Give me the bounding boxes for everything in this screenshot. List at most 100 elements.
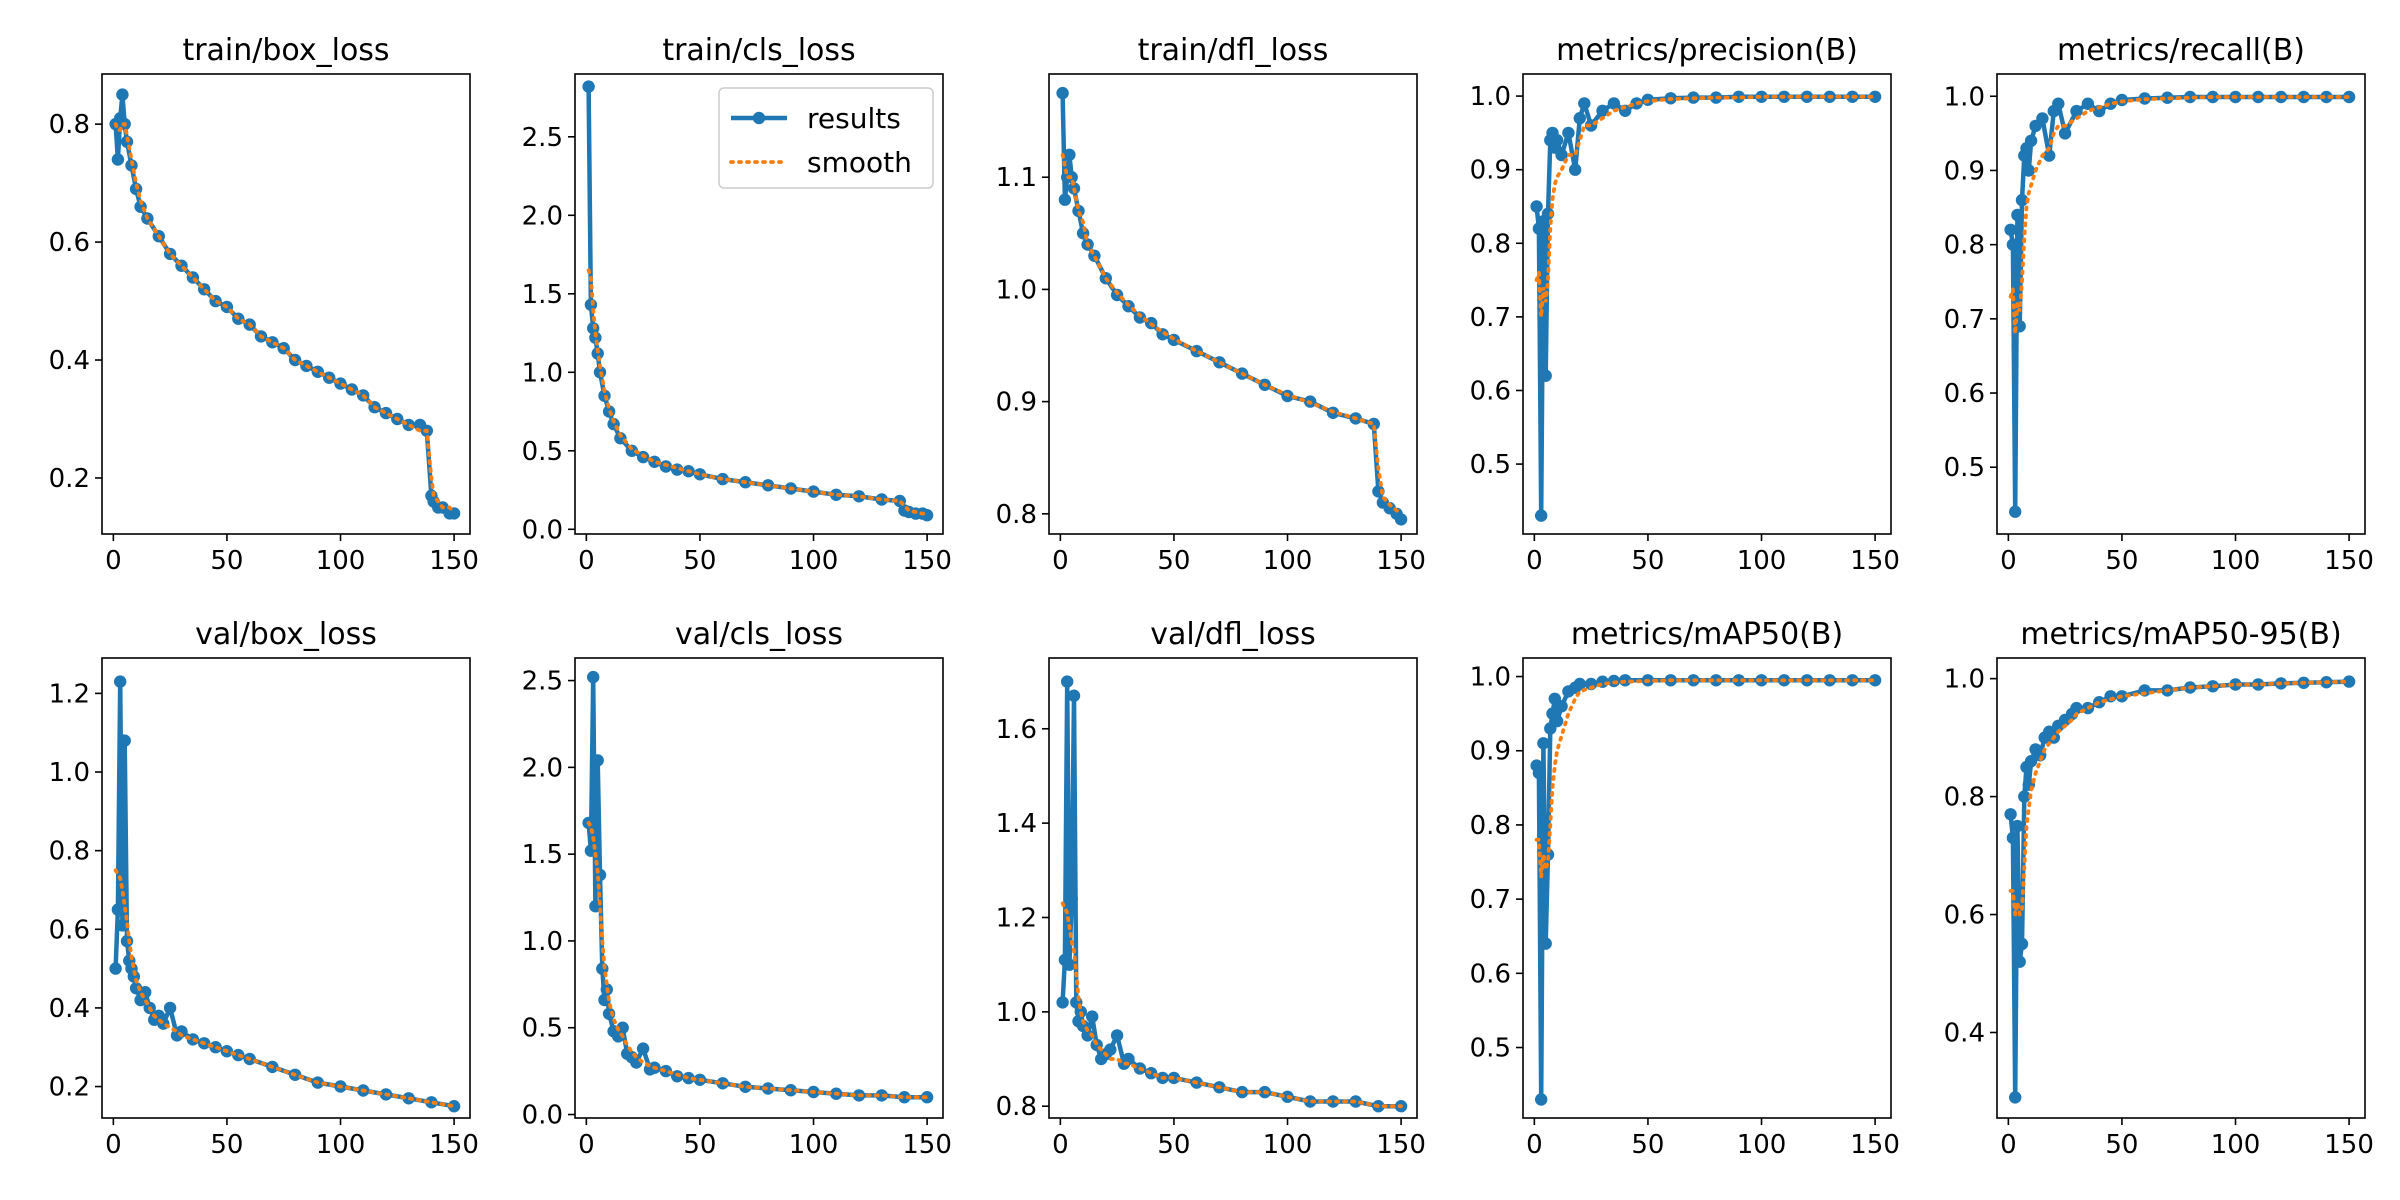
results-point — [2036, 112, 2049, 125]
results-point — [2229, 678, 2242, 691]
x-tick-label: 100 — [316, 546, 366, 576]
y-tick-label: 0.9 — [1470, 156, 1511, 186]
smooth-series-line — [586, 268, 929, 516]
results-point — [1550, 714, 1564, 728]
y-tick-label: 0.5 — [522, 437, 563, 467]
chart-title: train/box_loss — [182, 33, 389, 68]
axes-frame — [1996, 657, 2366, 1119]
results-point — [1535, 1093, 1548, 1106]
results-point — [120, 934, 134, 948]
results-point — [2015, 937, 2029, 951]
x-tick-label: 100 — [2211, 1130, 2261, 1160]
results-point — [682, 1071, 695, 1085]
x-tick-label: 100 — [1263, 546, 1313, 576]
results-point — [2024, 755, 2038, 768]
x-tick-label: 0 — [578, 1130, 595, 1160]
results-series-line — [1060, 93, 1403, 521]
chart-panel-metrics-map50-b: metrics/mAP50(B) 0 50 100 150 0.5 0.6 0.7 0.8 0.9… — [1470, 617, 1900, 1160]
results-point — [1573, 112, 1587, 125]
y-tick-label: 0.5 — [1470, 450, 1511, 480]
y-tick-label: 0.4 — [49, 346, 90, 376]
results-point — [1061, 675, 1074, 688]
results-point — [2252, 678, 2265, 691]
results-series-line — [2008, 679, 2350, 1100]
results-point — [2043, 149, 2056, 162]
x-tick-label: 150 — [1850, 546, 1900, 576]
y-tick-label: 0.2 — [49, 1073, 90, 1103]
y-tick-label: 0.4 — [1944, 1018, 1985, 1048]
x-tick-label: 0 — [105, 546, 122, 576]
smooth-series-line — [1534, 94, 1877, 318]
y-tick-label: 0.5 — [522, 1014, 563, 1044]
chart-panel-val-dfl-loss: val/dfl_loss 0 50 100 150 0.8 1.0 1.2 1.4 1.6 — [996, 617, 1426, 1160]
results-point — [1372, 485, 1385, 498]
chart-title: val/box_loss — [195, 617, 377, 652]
axes-frame — [1048, 73, 1418, 535]
chart-title: train/dfl_loss — [1138, 33, 1329, 68]
y-tick-label: 1.0 — [1470, 663, 1511, 693]
legend-results-label: results — [807, 102, 901, 135]
results-point — [898, 1091, 911, 1104]
smooth-series-line — [586, 821, 929, 1100]
results-point — [1063, 148, 1076, 161]
results-point — [1569, 163, 1582, 176]
y-tick-label: 0.8 — [1470, 229, 1511, 259]
results-point — [425, 1096, 438, 1109]
results-point — [1532, 766, 1546, 780]
results-point — [1732, 674, 1746, 687]
y-tick-label: 1.1 — [996, 163, 1037, 193]
results-point — [1067, 689, 1081, 702]
x-tick-label: 50 — [683, 546, 716, 576]
results-point — [1394, 513, 1408, 526]
smooth-series-line — [1060, 901, 1403, 1109]
results-series-line — [1534, 94, 1876, 518]
results-point — [118, 734, 131, 747]
results-point — [2058, 127, 2072, 140]
results-point — [1562, 126, 1575, 140]
chart-title: metrics/mAP50-95(B) — [2020, 617, 2341, 652]
y-tick-label: 1.2 — [49, 679, 90, 709]
y-tick-label: 2.5 — [522, 123, 563, 153]
y-tick-label: 1.0 — [996, 275, 1037, 305]
legend-smooth-label: smooth — [807, 146, 912, 179]
results-point — [1550, 134, 1564, 147]
results-point — [1063, 958, 1076, 971]
axes-frame — [1996, 73, 2366, 535]
y-tick-label: 2.5 — [522, 667, 563, 697]
results-point — [1596, 104, 1609, 118]
results-point — [875, 493, 888, 506]
results-point — [2320, 90, 2333, 104]
results-point — [447, 1100, 461, 1113]
chart-title: metrics/recall(B) — [2057, 33, 2305, 68]
results-point — [2004, 223, 2017, 236]
y-tick-label: 1.6 — [996, 715, 1037, 745]
results-point — [875, 1089, 888, 1102]
y-tick-label: 0.9 — [1944, 156, 1985, 186]
results-point — [1110, 1029, 1124, 1042]
results-point — [589, 331, 602, 344]
chart-panel-val-box-loss: val/box_loss 0 50 100 150 0.2 0.4 0.6 0.8 1.0 1.2 — [49, 617, 479, 1160]
x-tick-label: 100 — [1263, 1130, 1313, 1160]
x-tick-label: 100 — [1737, 546, 1787, 576]
chart-panel-metrics-map50-95-b: metrics/mAP50-95(B) 0 50 100 150 0.4 0.6 0.8 1.0 — [1944, 617, 2374, 1160]
results-point — [2006, 831, 2020, 845]
results-point — [1304, 1095, 1317, 1108]
x-tick-label: 0 — [2000, 1130, 2017, 1160]
y-tick-label: 1.0 — [1470, 82, 1511, 112]
y-tick-label: 0.8 — [996, 1092, 1037, 1122]
results-series-line — [1534, 678, 1876, 1102]
results-point — [1367, 417, 1381, 431]
results-point — [1190, 344, 1203, 358]
y-tick-label: 1.0 — [522, 358, 563, 388]
results-point — [1541, 207, 1555, 220]
x-tick-label: 150 — [2324, 1130, 2374, 1160]
results-point — [2093, 104, 2106, 118]
results-point — [659, 1064, 673, 1078]
axes-frame — [574, 73, 944, 535]
results-point — [2070, 104, 2083, 118]
y-tick-label: 0.6 — [1470, 959, 1511, 989]
x-tick-label: 50 — [2105, 546, 2138, 576]
results-point — [1133, 311, 1147, 324]
x-tick-label: 50 — [1157, 1130, 1190, 1160]
y-tick-label: 0.8 — [1944, 783, 1985, 813]
